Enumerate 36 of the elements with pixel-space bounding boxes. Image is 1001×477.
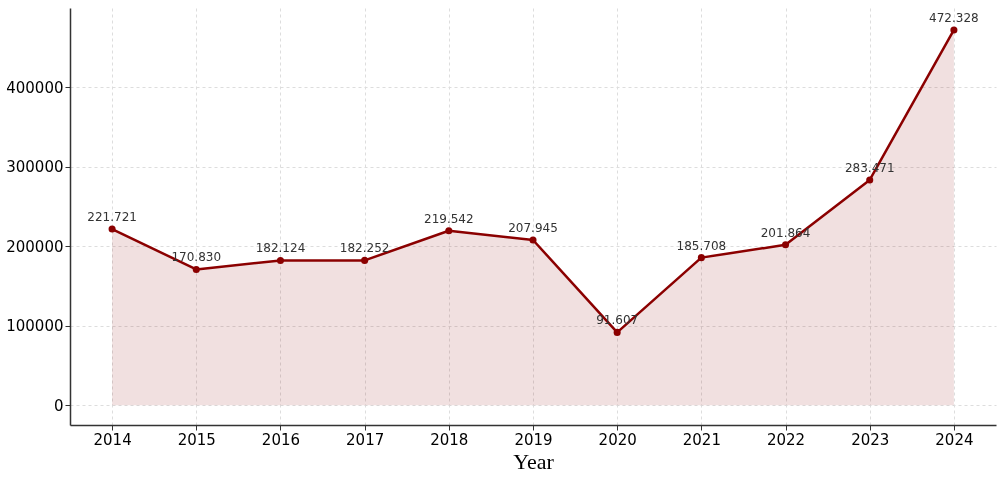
x-tick-label: 2016	[261, 430, 301, 449]
x-tick-label: 2021	[682, 430, 721, 449]
x-tick-label: 2023	[851, 430, 890, 449]
point	[697, 254, 705, 262]
point	[782, 241, 790, 249]
x-tick-label: 2022	[766, 430, 806, 449]
y-tick-label: 200000	[6, 237, 64, 256]
x-tick-label: 2024	[935, 430, 974, 449]
point	[108, 225, 116, 233]
x-tick-label: 2019	[514, 430, 553, 449]
point	[950, 26, 958, 34]
point	[866, 176, 874, 184]
y-tick-label: 300000	[6, 158, 64, 177]
y-tick-label: 0	[53, 396, 64, 415]
data-label: 170.830	[171, 250, 222, 265]
data-label: 185.708	[676, 238, 727, 253]
data-label: 219.542	[424, 211, 474, 226]
y-tick-label: 100000	[6, 317, 64, 336]
data-label: 182.124	[255, 241, 306, 256]
x-tick-label: 2015	[177, 430, 216, 449]
y-tick-label: 400000	[6, 78, 64, 97]
point	[276, 256, 284, 265]
data-label: 221.721	[87, 210, 137, 225]
x-tick-label: 2018	[430, 430, 469, 449]
point	[192, 265, 200, 273]
x-axis-title: Year	[513, 448, 555, 474]
point	[613, 328, 621, 336]
point	[529, 236, 537, 244]
point	[361, 256, 369, 264]
data-label: 472.328	[929, 10, 979, 25]
data-label: 182.252	[339, 241, 390, 256]
x-tick-label: 2020	[598, 430, 637, 449]
x-tick-label: 2014	[93, 430, 132, 449]
point	[445, 227, 453, 235]
x-tick-label: 2017	[346, 430, 385, 449]
data-label: 207.945	[508, 220, 558, 235]
